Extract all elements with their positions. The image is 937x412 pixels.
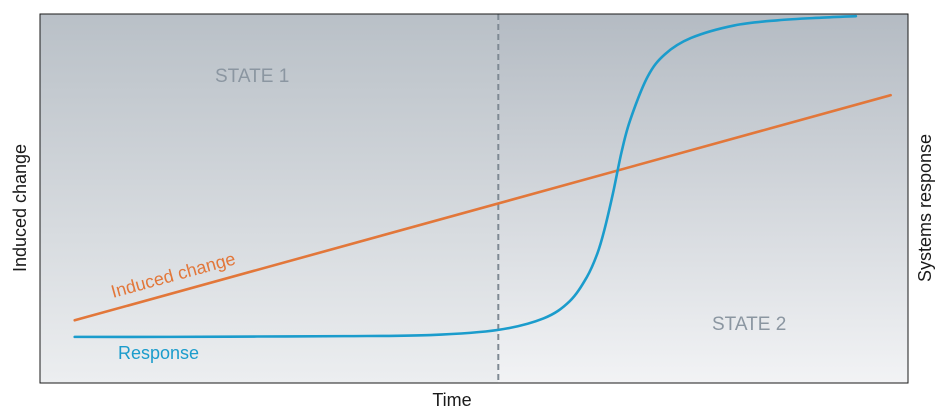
induced-change-series-line: [73, 93, 892, 322]
response-series-line: [73, 14, 858, 339]
series-layer: [73, 14, 892, 339]
plot-frame: [39, 13, 909, 384]
left-y-axis-label: Induced change: [10, 144, 30, 272]
x-axis-label: Time: [432, 390, 471, 410]
right-y-axis-label: Systems response: [915, 134, 935, 282]
response-series-label: Response: [118, 343, 199, 363]
state-2-region: [498, 14, 908, 383]
state-1-region: [40, 14, 499, 383]
state-2-label: STATE 2: [712, 314, 786, 335]
state-1-label: STATE 1: [215, 66, 289, 87]
